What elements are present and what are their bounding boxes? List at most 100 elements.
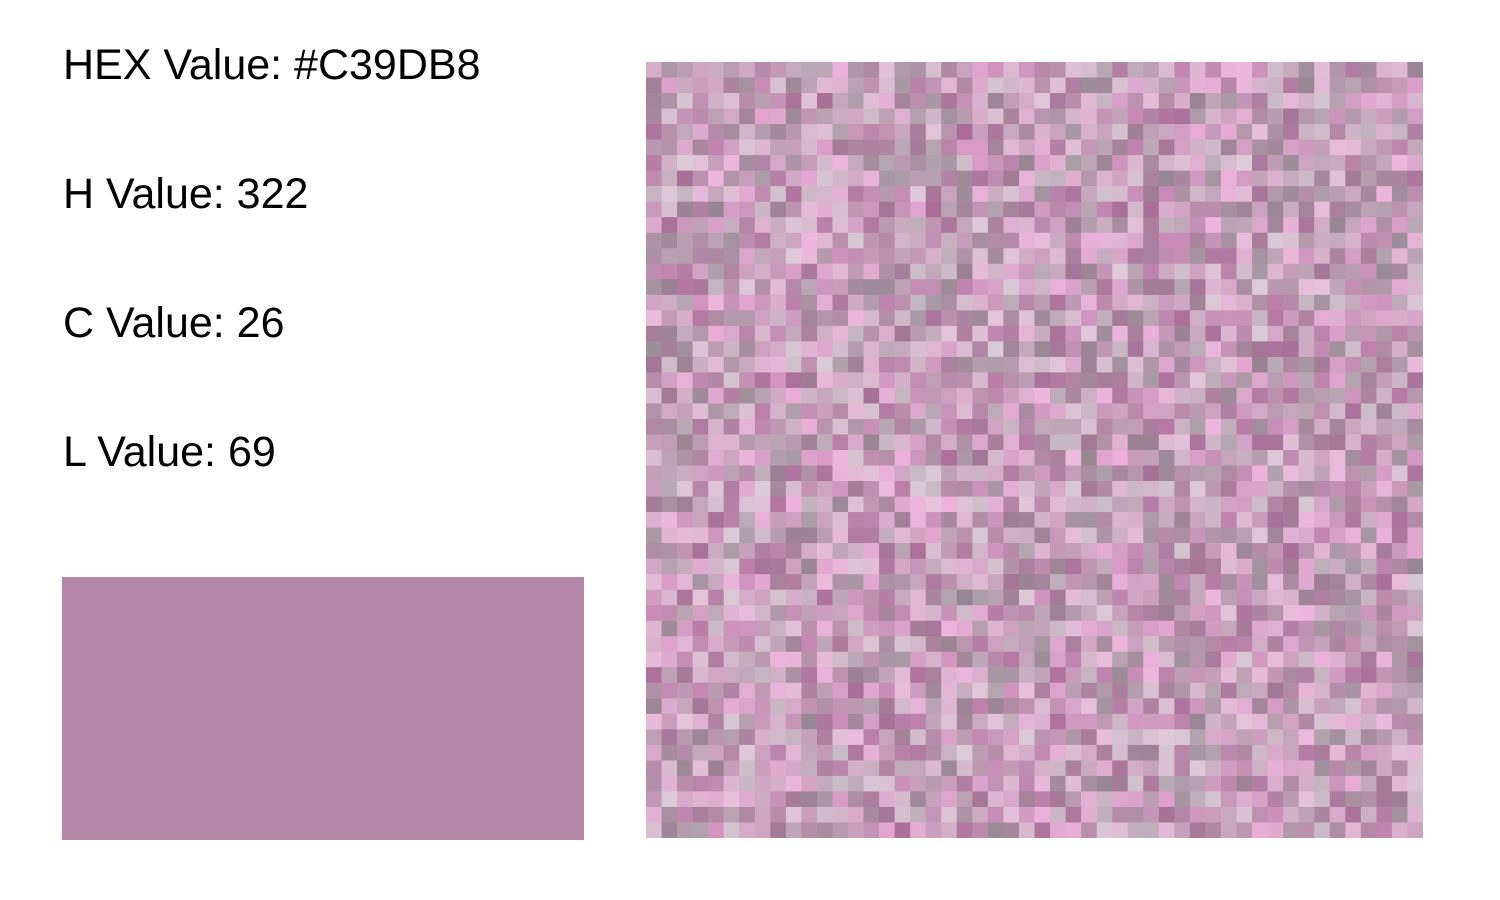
mosaic-cell <box>1252 465 1269 482</box>
mosaic-cell <box>1329 124 1346 141</box>
mosaic-cell <box>1174 93 1191 110</box>
mosaic-cell <box>910 791 927 808</box>
mosaic-cell <box>879 713 896 730</box>
mosaic-cell <box>1298 574 1315 591</box>
mosaic-cell <box>646 481 663 498</box>
mosaic-cell <box>1003 512 1020 529</box>
mosaic-cell <box>941 558 958 575</box>
mosaic-cell <box>1329 155 1346 172</box>
mosaic-cell <box>1360 605 1377 622</box>
mosaic-cell <box>879 325 896 342</box>
mosaic-cell <box>816 263 834 280</box>
mosaic-cell <box>646 558 663 575</box>
mosaic-cell <box>832 93 849 110</box>
mosaic-cell <box>894 450 911 467</box>
mosaic-cell <box>1298 232 1315 249</box>
mosaic-cell <box>1065 263 1082 280</box>
mosaic-cell <box>1003 450 1020 467</box>
mosaic-cell <box>848 744 865 761</box>
mosaic-cell <box>1360 139 1377 156</box>
mosaic-cell <box>1003 93 1020 110</box>
mosaic-cell <box>1391 279 1409 296</box>
mosaic-cell <box>1065 186 1082 203</box>
mosaic-cell <box>1018 465 1036 482</box>
mosaic-cell <box>1283 574 1300 591</box>
mosaic-cell <box>956 418 973 436</box>
mosaic-cell <box>1158 403 1175 420</box>
mosaic-cell <box>1329 791 1346 808</box>
mosaic-cell <box>754 620 771 637</box>
mosaic-cell <box>879 806 896 824</box>
mosaic-cell <box>1267 822 1284 838</box>
mosaic-cell <box>925 217 942 234</box>
mosaic-cell <box>987 77 1005 94</box>
mosaic-cell <box>692 481 709 498</box>
mosaic-cell <box>972 279 989 296</box>
mosaic-cell <box>1205 543 1222 560</box>
mosaic-cell <box>1391 682 1409 699</box>
mosaic-cell <box>770 791 787 808</box>
mosaic-cell <box>1065 636 1082 653</box>
mosaic-cell <box>972 155 989 172</box>
mosaic-cell <box>1081 372 1098 389</box>
mosaic-cell <box>1376 713 1393 730</box>
mosaic-cell <box>1050 791 1067 808</box>
mosaic-cell <box>1081 108 1098 125</box>
mosaic-cell <box>1050 450 1067 467</box>
mosaic-cell <box>754 605 771 622</box>
mosaic-cell <box>1143 341 1160 358</box>
mosaic-cell <box>661 201 678 218</box>
mosaic-cell <box>646 791 663 808</box>
mosaic-cell <box>1252 682 1269 699</box>
mosaic-cell <box>1360 294 1377 311</box>
mosaic-cell <box>646 434 663 451</box>
mosaic-cell <box>848 698 865 715</box>
mosaic-cell <box>925 806 942 824</box>
mosaic-cell <box>1329 356 1346 373</box>
mosaic-cell <box>832 294 849 311</box>
mosaic-cell <box>801 589 818 606</box>
mosaic-cell <box>754 155 771 172</box>
mosaic-cell <box>1081 294 1098 311</box>
mosaic-cell <box>1205 512 1222 529</box>
mosaic-cell <box>1360 217 1377 234</box>
mosaic-cell <box>1127 450 1144 467</box>
mosaic-cell <box>739 620 756 637</box>
mosaic-cell <box>1003 791 1020 808</box>
mosaic-cell <box>770 170 787 187</box>
mosaic-cell <box>1081 822 1098 838</box>
mosaic-cell <box>1391 403 1409 420</box>
mosaic-cell <box>1003 139 1020 156</box>
mosaic-cell <box>894 356 911 373</box>
mosaic-cell <box>1314 217 1331 234</box>
mosaic-cell <box>739 155 756 172</box>
mosaic-cell <box>1220 263 1238 280</box>
mosaic-cell <box>1018 558 1036 575</box>
mosaic-cell <box>1345 527 1362 544</box>
mosaic-cell <box>1081 465 1098 482</box>
mosaic-cell <box>1018 62 1036 79</box>
mosaic-cell <box>754 418 771 436</box>
mosaic-cell <box>1283 434 1300 451</box>
mosaic-cell <box>661 543 678 560</box>
mosaic-cell <box>816 139 834 156</box>
mosaic-cell <box>646 93 663 110</box>
mosaic-cell <box>646 341 663 358</box>
mosaic-cell <box>708 263 725 280</box>
mosaic-cell <box>1189 170 1207 187</box>
mosaic-cell <box>723 170 740 187</box>
mosaic-cell <box>894 527 911 544</box>
mosaic-cell <box>1205 806 1222 824</box>
mosaic-cell <box>1391 667 1409 684</box>
mosaic-cell <box>1174 605 1191 622</box>
mosaic-cell <box>785 667 802 684</box>
mosaic-cell <box>1158 512 1175 529</box>
mosaic-cell <box>1329 186 1346 203</box>
mosaic-cell <box>661 713 678 730</box>
mosaic-cell <box>894 806 911 824</box>
mosaic-cell <box>1174 418 1191 436</box>
mosaic-cell <box>801 605 818 622</box>
mosaic-cell <box>1298 341 1315 358</box>
mosaic-cell <box>1376 248 1393 265</box>
mosaic-cell <box>1298 465 1315 482</box>
